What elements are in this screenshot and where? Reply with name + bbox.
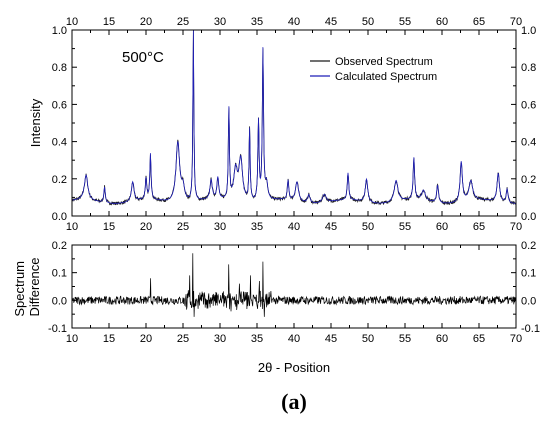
- top-plot-frame: [71, 29, 517, 217]
- bottom-panel: 10 15 20 25 30 35 40 45 50 55 60 65 70 -0.1 0.0 0.1 0.2…: [12, 240, 540, 375]
- top-x-tick-label: 20: [140, 221, 152, 233]
- top-panel: 10 10 15 15 20 20 25 25 30 30 35 35 40 40 45 45 50 50 55 55…: [28, 16, 536, 233]
- bottom-y-tick-label: 0.2: [52, 240, 67, 252]
- top-y-tick-label: 1.0: [52, 25, 67, 37]
- bottom-x-tick-label: 45: [325, 333, 337, 345]
- top-x-tick-label: 60: [436, 221, 448, 233]
- bottom-x-tick-label: 65: [473, 333, 485, 345]
- bottom-x-tick-label: 50: [362, 333, 374, 345]
- bottom-y-tick-label: 0.0: [52, 295, 67, 307]
- difference-axis-title-line2: Difference: [27, 257, 42, 316]
- top-x-tick-label-top: 55: [399, 16, 411, 28]
- top-x-tick-label: 35: [251, 221, 263, 233]
- top-x-tick-label-top: 70: [510, 16, 522, 28]
- bottom-plot-frame: [71, 244, 517, 329]
- bottom-x-tick-label: 70: [510, 333, 522, 345]
- bottom-x-tick-label: 15: [103, 333, 115, 345]
- top-x-tick-label: 30: [214, 221, 226, 233]
- bottom-y-tick-label-right: 0.2: [521, 240, 536, 252]
- spectrum-difference-line: [71, 253, 517, 317]
- top-y-tick-label-right: 0.6: [521, 99, 536, 111]
- top-x-tick-label: 70: [510, 221, 522, 233]
- legend: Observed Spectrum Calculated Spectrum: [310, 56, 437, 83]
- top-x-tick-label-top: 50: [362, 16, 374, 28]
- bottom-x-tick-label: 40: [288, 333, 300, 345]
- calculated-spectrum-line: [71, 30, 516, 204]
- bottom-x-tick-label: 20: [140, 333, 152, 345]
- top-x-tick-label-top: 15: [103, 16, 115, 28]
- bottom-x-tick-label: 60: [436, 333, 448, 345]
- legend-calculated-label: Calculated Spectrum: [335, 71, 437, 83]
- top-y-tick-label-right: 0.4: [521, 137, 536, 149]
- top-x-tick-label-top: 40: [288, 16, 300, 28]
- top-x-tick-label: 55: [399, 221, 411, 233]
- bottom-x-tick-label: 10: [66, 333, 78, 345]
- intensity-axis-title: Intensity: [28, 98, 43, 147]
- bottom-x-tick-label: 25: [177, 333, 189, 345]
- top-x-tick-label: 40: [288, 221, 300, 233]
- top-x-tick-label: 65: [473, 221, 485, 233]
- top-y-tick-label: 0.2: [52, 174, 67, 186]
- top-y-tick-label: 0.8: [52, 62, 67, 74]
- bottom-y-tick-label-right: 0.0: [521, 295, 536, 307]
- top-y-tick-label-right: 0.8: [521, 62, 536, 74]
- legend-observed-label: Observed Spectrum: [335, 56, 433, 68]
- top-y-tick-label: 0.0: [52, 211, 67, 223]
- top-x-tick-label: 10: [66, 221, 78, 233]
- bottom-x-tick-label: 30: [214, 333, 226, 345]
- top-x-tick-label: 15: [103, 221, 115, 233]
- top-x-tick-label: 50: [362, 221, 374, 233]
- top-x-tick-label-top: 10: [66, 16, 78, 28]
- bottom-x-tick-label: 35: [251, 333, 263, 345]
- bottom-y-tick-label-right: -0.1: [521, 323, 540, 335]
- temperature-annotation: 500°C: [122, 49, 164, 66]
- top-y-tick-label-right: 0.2: [521, 174, 536, 186]
- top-x-tick-label: 45: [325, 221, 337, 233]
- top-y-tick-label-right: 1.0: [521, 25, 536, 37]
- x-axis-title: 2θ - Position: [258, 360, 330, 375]
- top-x-tick-label-top: 30: [214, 16, 226, 28]
- top-x-tick-label-top: 25: [177, 16, 189, 28]
- top-x-tick-label: 25: [177, 221, 189, 233]
- top-y-tick-label: 0.6: [52, 99, 67, 111]
- difference-axis-title-line1: Spectrum: [12, 261, 27, 317]
- bottom-x-tick-label: 55: [399, 333, 411, 345]
- bottom-y-tick-label-right: 0.1: [521, 268, 536, 280]
- top-x-tick-label-top: 20: [140, 16, 152, 28]
- top-y-tick-label-right: 0.0: [521, 211, 536, 223]
- difference-axis-title: Spectrum Difference: [12, 257, 42, 316]
- bottom-y-tick-label: -0.1: [48, 323, 67, 335]
- figure-caption: (a): [281, 389, 307, 414]
- top-x-tick-label-top: 65: [473, 16, 485, 28]
- top-y-tick-label: 0.4: [52, 137, 67, 149]
- top-x-tick-label-top: 35: [251, 16, 263, 28]
- top-x-tick-label-top: 45: [325, 16, 337, 28]
- bottom-y-tick-label: 0.1: [52, 268, 67, 280]
- top-x-tick-label-top: 60: [436, 16, 448, 28]
